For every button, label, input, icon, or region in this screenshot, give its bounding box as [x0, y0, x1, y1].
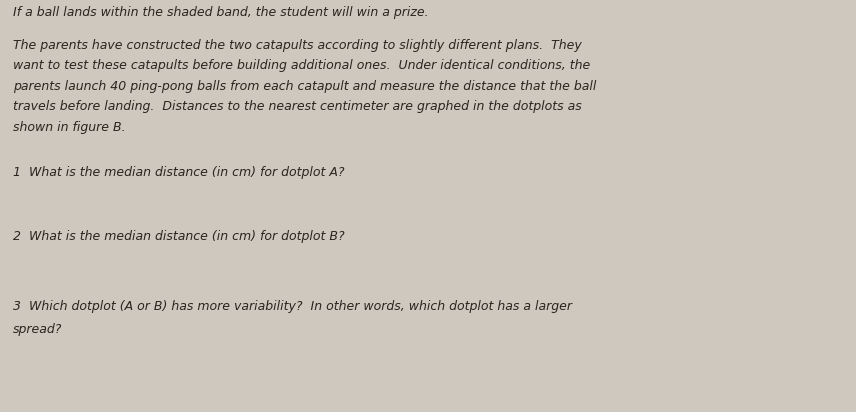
Text: 1  What is the median distance (in cm) for dotplot A?: 1 What is the median distance (in cm) fo…: [13, 166, 344, 179]
Text: spread?: spread?: [13, 323, 62, 336]
Text: If a ball lands within the shaded band, the student will win a prize.: If a ball lands within the shaded band, …: [13, 5, 429, 19]
Text: 2  What is the median distance (in cm) for dotplot B?: 2 What is the median distance (in cm) fo…: [13, 230, 344, 243]
Text: The parents have constructed the two catapults according to slightly different p: The parents have constructed the two cat…: [13, 38, 581, 52]
Text: shown in figure B.: shown in figure B.: [13, 121, 126, 134]
Text: 3  Which dotplot (A or B) has more variability?  In other words, which dotplot h: 3 Which dotplot (A or B) has more variab…: [13, 300, 572, 313]
Text: want to test these catapults before building additional ones.  Under identical c: want to test these catapults before buil…: [13, 59, 590, 72]
Text: travels before landing.  Distances to the nearest centimeter are graphed in the : travels before landing. Distances to the…: [13, 100, 581, 113]
Text: parents launch 40 ping-pong balls from each catapult and measure the distance th: parents launch 40 ping-pong balls from e…: [13, 80, 597, 93]
